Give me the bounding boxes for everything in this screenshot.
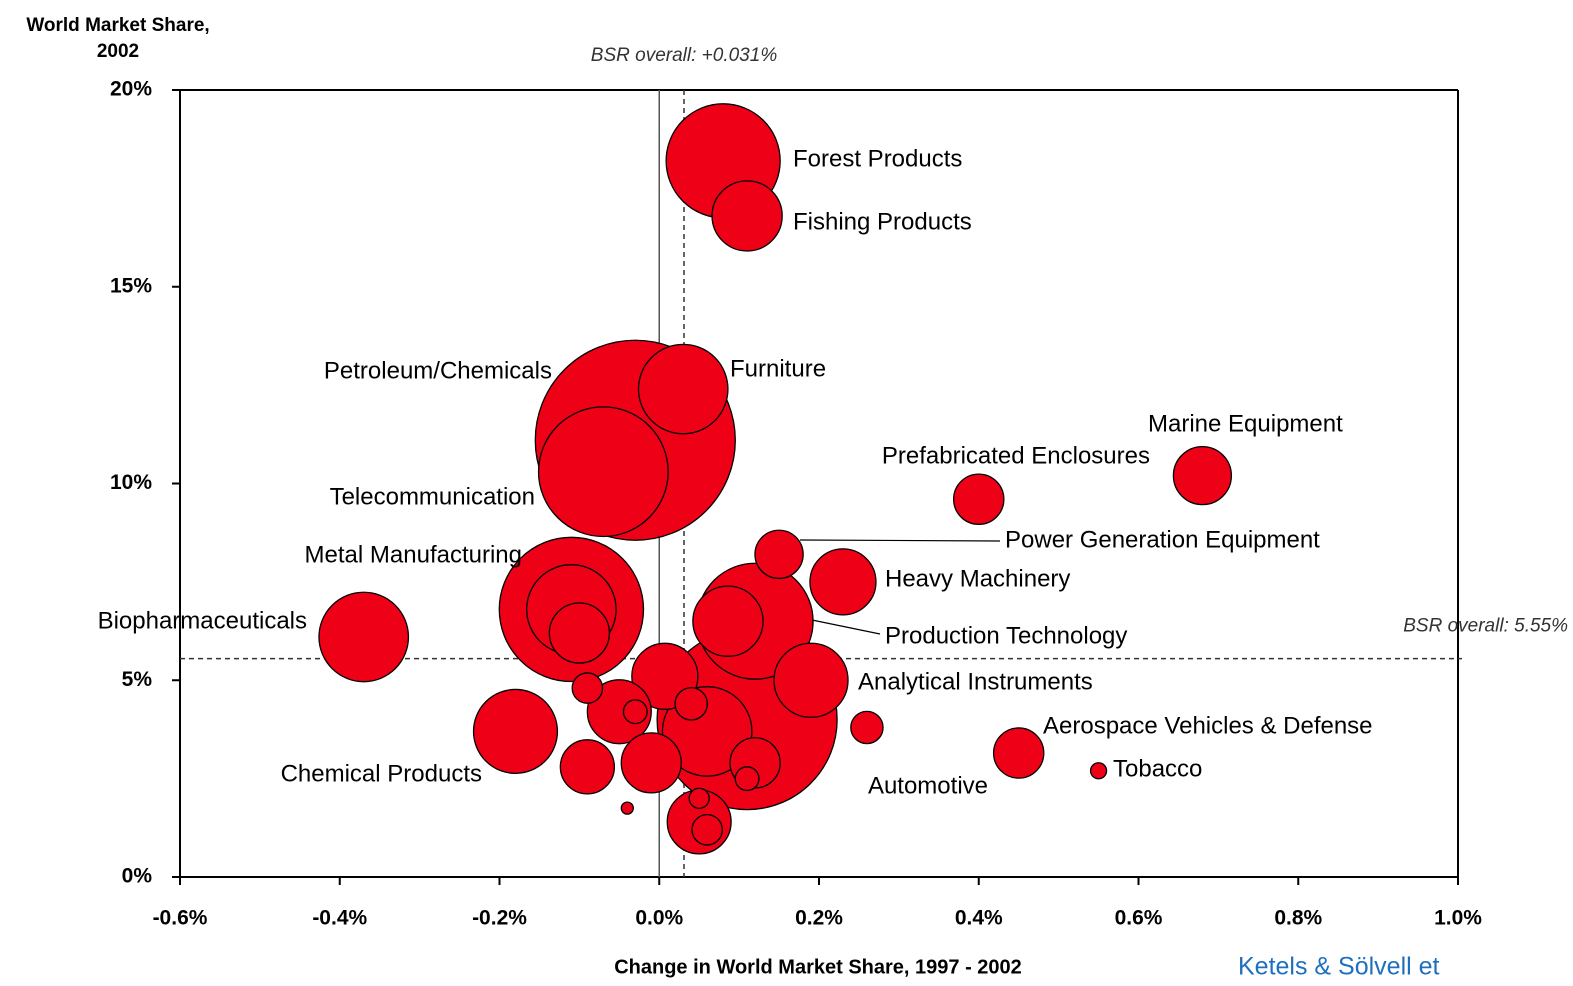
bubble [548, 602, 611, 664]
bubble [953, 473, 1005, 525]
bubble [809, 548, 877, 616]
reference-label: BSR overall: +0.031% [591, 45, 778, 66]
bubble [773, 642, 849, 718]
bubble [620, 732, 682, 794]
bubble-label: Telecommunication [330, 483, 535, 510]
y-tick-label: 10% [110, 471, 152, 494]
y-tick-label: 5% [122, 668, 153, 691]
bubble [850, 710, 884, 745]
bubble [620, 801, 634, 815]
y-tick-label: 20% [110, 78, 152, 101]
x-tick-label: 1.0% [1434, 907, 1482, 930]
y-axis-label: World Market Share, [26, 15, 209, 36]
bubble-label: Petroleum/Chemicals [324, 357, 552, 384]
x-tick-label: 0.0% [635, 907, 683, 930]
x-tick-label: 0.6% [1115, 907, 1163, 930]
bubble-label: Marine Equipment [1148, 410, 1343, 437]
y-tick-label: 0% [122, 865, 153, 888]
y-axis-label: 2002 [97, 41, 139, 62]
reference-label: BSR overall: 5.55% [1403, 616, 1568, 637]
bubble-label: Tobacco [1113, 755, 1202, 782]
bubble-label: Automotive [868, 772, 988, 799]
bubble [571, 672, 604, 704]
x-tick-label: 0.8% [1274, 907, 1322, 930]
bubble [691, 813, 723, 846]
bubble [622, 699, 648, 725]
bubble [537, 406, 669, 538]
bubble [711, 180, 783, 252]
bubble-label: Fishing Products [793, 208, 972, 235]
bubble [992, 727, 1045, 779]
leader-line [811, 619, 881, 635]
bubble [754, 529, 804, 580]
source: Ketels & Sölvell et [1238, 953, 1440, 981]
x-axis-label: Change in World Market Share, 1997 - 200… [614, 956, 1022, 978]
bubble-label: Aerospace Vehicles & Defense [1043, 712, 1373, 739]
bubble [688, 787, 710, 809]
bubble-label: Power Generation Equipment [1005, 526, 1320, 553]
bubble-label: Prefabricated Enclosures [882, 442, 1150, 469]
bubble-label: Forest Products [793, 145, 962, 172]
bubble [1089, 762, 1108, 780]
bubble [559, 739, 616, 795]
bubble [586, 679, 652, 745]
x-tick-label: 0.4% [955, 907, 1003, 930]
bubble-label: Chemical Products [281, 760, 482, 787]
bubble-label: Production Technology [885, 622, 1127, 649]
x-tick-label: 0.2% [795, 907, 843, 930]
leader-line [799, 539, 1001, 542]
bubble-label: Metal Manufacturing [305, 541, 522, 568]
bubble [674, 687, 708, 721]
bubble [637, 343, 729, 435]
y-tick-label: 15% [110, 274, 152, 297]
bubble-label: Furniture [730, 355, 826, 382]
bubble [692, 585, 764, 657]
bubble-label: Heavy Machinery [885, 565, 1070, 592]
bubble [734, 766, 760, 792]
x-tick-label: -0.4% [312, 907, 367, 930]
bubble-label: Analytical Instruments [858, 668, 1093, 695]
bubble-label: Biopharmaceuticals [98, 607, 307, 634]
bubble [1172, 445, 1233, 506]
x-tick-label: -0.6% [153, 907, 208, 930]
x-tick-label: -0.2% [472, 907, 527, 930]
bubble [472, 688, 559, 775]
bubble [318, 591, 410, 683]
